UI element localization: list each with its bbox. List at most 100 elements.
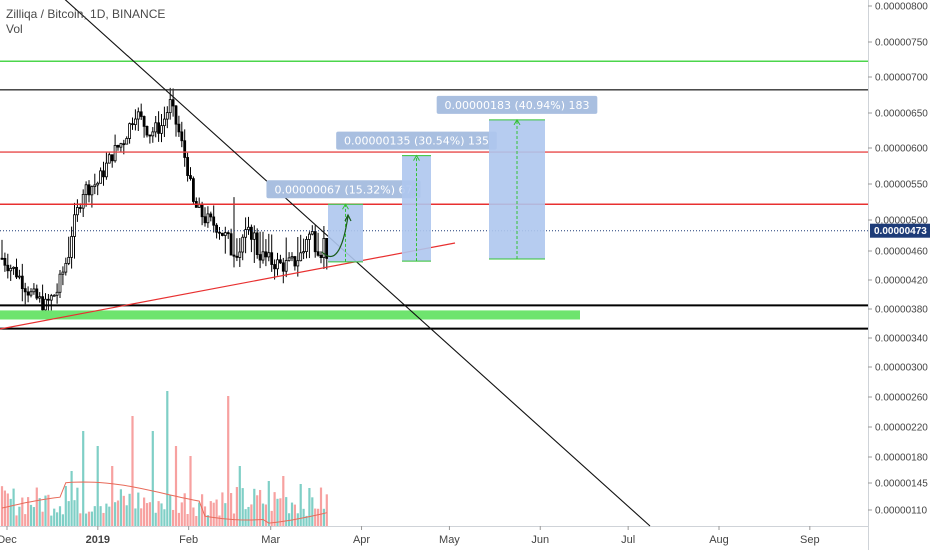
- volume-bar: [58, 506, 62, 526]
- time-tick-label: Aug: [709, 534, 729, 546]
- candle-body: [131, 123, 134, 126]
- candle-body: [128, 123, 132, 139]
- volume-bar: [18, 506, 21, 526]
- volume-bar: [177, 512, 180, 526]
- volume-bar: [206, 515, 209, 526]
- candle-body: [70, 236, 73, 258]
- volume-bar: [116, 500, 120, 526]
- candle-body: [20, 275, 24, 290]
- candle-body: [229, 233, 233, 256]
- candle-body: [9, 267, 13, 272]
- volume-bar: [183, 493, 186, 526]
- volume-bar: [50, 515, 53, 526]
- candle-body: [293, 256, 297, 267]
- candle-body: [305, 239, 308, 252]
- candle-body: [12, 266, 16, 269]
- volume-bar: [305, 515, 308, 526]
- candle-body: [84, 184, 88, 195]
- volume-bar: [125, 505, 128, 526]
- volume-bar: [145, 503, 149, 526]
- candle-body: [125, 138, 129, 145]
- candle-body: [177, 123, 181, 133]
- price-tick-label: 0.00000550: [875, 180, 928, 191]
- volume-group: [0, 391, 328, 526]
- candle-body: [180, 131, 184, 142]
- candle-body: [151, 131, 155, 137]
- candle-body: [0, 257, 4, 260]
- candle-body: [325, 237, 329, 259]
- candle-body: [160, 125, 163, 134]
- candle-body: [255, 232, 259, 255]
- measure-arrow: [413, 154, 420, 161]
- time-tick-label: Sep: [800, 534, 820, 546]
- volume-bar: [140, 508, 143, 526]
- price-tick-label: 0.00000260: [875, 393, 928, 404]
- volume-bar: [134, 508, 137, 526]
- volume-bar: [279, 498, 282, 526]
- symbol-title[interactable]: Zilliqa / Bitcoin, 1D, BINANCE: [6, 7, 166, 21]
- volume-bar: [114, 502, 117, 526]
- volume-bar: [67, 501, 70, 526]
- volume-bar: [288, 513, 291, 526]
- candle-body: [203, 216, 207, 224]
- volume-bar: [282, 476, 285, 526]
- candle-body: [235, 255, 239, 258]
- volume-bar: [276, 498, 279, 526]
- volume-bar: [311, 497, 314, 526]
- candle-body: [191, 178, 195, 202]
- volume-bar: [180, 502, 183, 526]
- candle-body: [99, 170, 102, 184]
- candle-body: [270, 252, 274, 265]
- volume-bar: [102, 512, 105, 526]
- volume-bar: [299, 484, 302, 526]
- volume-bar: [218, 515, 221, 526]
- volume-bar: [169, 495, 172, 526]
- measure-label: 0.00000183 (40.94%) 183: [445, 99, 590, 112]
- candle-body: [281, 262, 285, 272]
- time-tick-label: Jul: [621, 534, 635, 546]
- candle-body: [3, 258, 7, 266]
- candle-body: [58, 273, 62, 293]
- volume-bar: [264, 504, 267, 526]
- volume-label[interactable]: Vol: [6, 22, 23, 36]
- volume-bar: [108, 506, 111, 526]
- volume-bar: [201, 494, 204, 526]
- volume-bar: [317, 508, 320, 526]
- candle-body: [212, 216, 216, 226]
- volume-bar: [244, 509, 247, 526]
- chart-legend: Zilliqa / Bitcoin, 1D, BINANCE Vol: [6, 7, 165, 37]
- volume-bar: [79, 513, 82, 526]
- volume-bar: [209, 501, 212, 526]
- volume-bar: [172, 509, 175, 526]
- volume-bar: [195, 515, 198, 526]
- candle-body: [105, 162, 108, 178]
- price-tick-label: 0.00000300: [875, 363, 928, 374]
- candle-body: [26, 291, 30, 296]
- volume-bar: [87, 511, 91, 526]
- candle-body: [171, 99, 175, 107]
- volume-bar: [137, 492, 140, 526]
- candle-body: [307, 233, 311, 240]
- candle-body: [273, 264, 277, 270]
- candle-body: [165, 112, 169, 120]
- volume-bar: [154, 512, 157, 526]
- volume-bar: [99, 506, 102, 526]
- candle-body: [232, 254, 236, 257]
- measure-label-bg: [266, 180, 421, 199]
- candle-body: [142, 116, 146, 127]
- candle-body: [87, 184, 91, 196]
- support-zone: [0, 310, 580, 320]
- candle-body: [145, 125, 149, 136]
- volume-bar: [44, 495, 47, 526]
- volume-bar: [322, 508, 325, 526]
- candle-body: [174, 105, 178, 125]
- candle-body: [6, 264, 10, 272]
- volume-bar: [76, 487, 79, 526]
- candle-body: [278, 259, 282, 264]
- volume-bar: [32, 507, 35, 526]
- projection-arrowhead: [344, 213, 352, 222]
- last-price-badge: [870, 223, 930, 238]
- volume-ma-line: [1, 481, 327, 524]
- volume-bar: [230, 493, 233, 526]
